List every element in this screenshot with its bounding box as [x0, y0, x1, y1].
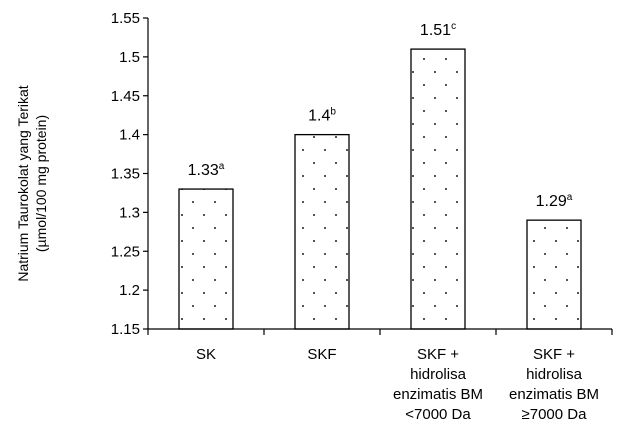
category-label: SK: [196, 346, 216, 363]
data-label: 1.29a: [536, 192, 573, 210]
y-tick-label: 1.2: [119, 282, 140, 299]
y-tick-label: 1.4: [119, 127, 140, 144]
y-tick-label: 1.55: [111, 10, 140, 27]
y-tick-label: 1.15: [111, 321, 140, 338]
data-label: 1.33a: [188, 161, 225, 179]
category-label: SKF + hidrolisa enzimatis BM <7000 Da: [393, 346, 483, 423]
y-axis: 1.15 1.2 1.25 1.3 1.35 1.4 1.45 1.5 1.55: [111, 10, 149, 338]
y-tick-label: 1.5: [119, 49, 140, 66]
bar: [410, 48, 466, 330]
y-tick-label: 1.35: [111, 166, 140, 183]
category-label: SKF + hidrolisa enzimatis BM ≥7000 Da: [509, 346, 599, 423]
y-axis-label-line: (µmol/100 mg protein): [33, 115, 49, 252]
bar: [526, 219, 582, 330]
data-labels: 1.33a 1.4b 1.51c 1.29a: [188, 21, 573, 210]
y-tick-label: 1.3: [119, 204, 140, 221]
data-label: 1.4b: [308, 107, 336, 125]
y-axis-label-line: Natrium Taurokolat yang Terikat: [15, 85, 31, 281]
y-tick-label: 1.25: [111, 243, 140, 260]
y-axis-title: Natrium Taurokolat yang Terikat (µmol/100…: [15, 85, 49, 281]
bar: [294, 133, 350, 330]
category-label: SKF: [307, 346, 336, 363]
data-label: 1.51c: [420, 21, 456, 39]
x-axis: SK SKF SKF + hidrolisa enzimatis BM <7000 Da S…: [147, 328, 613, 423]
bar: [178, 188, 234, 330]
bars: [178, 48, 582, 330]
y-tick-label: 1.45: [111, 88, 140, 105]
